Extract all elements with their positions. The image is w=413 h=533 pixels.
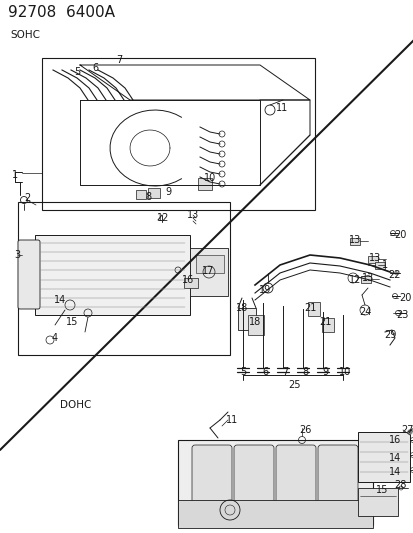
- Text: 11: 11: [225, 415, 237, 425]
- Text: 18: 18: [248, 317, 261, 327]
- Text: 19: 19: [258, 285, 271, 295]
- Bar: [147, 188, 159, 198]
- FancyBboxPatch shape: [275, 445, 315, 521]
- Text: 12: 12: [348, 275, 360, 285]
- Text: 7: 7: [116, 55, 122, 65]
- Bar: [183, 278, 197, 288]
- Bar: [190, 248, 228, 296]
- Bar: [349, 238, 359, 245]
- Text: 13: 13: [361, 273, 373, 283]
- Circle shape: [393, 271, 397, 275]
- Bar: [321, 318, 333, 332]
- Text: 13: 13: [368, 253, 380, 263]
- Text: 17: 17: [201, 266, 214, 276]
- Text: 6: 6: [261, 367, 267, 377]
- Text: 8: 8: [145, 192, 151, 202]
- Text: 11: 11: [275, 103, 287, 113]
- Text: 2: 2: [24, 193, 30, 203]
- Text: 25: 25: [288, 380, 301, 390]
- Bar: [374, 262, 384, 269]
- FancyBboxPatch shape: [233, 445, 273, 521]
- FancyBboxPatch shape: [192, 445, 231, 521]
- Bar: [237, 308, 255, 330]
- Text: 22: 22: [388, 270, 400, 280]
- Text: 15: 15: [66, 317, 78, 327]
- Text: 92708  6400A: 92708 6400A: [8, 5, 115, 20]
- Text: 26: 26: [298, 425, 311, 435]
- Text: 21: 21: [303, 303, 316, 313]
- Bar: [18, 202, 230, 355]
- Text: 3: 3: [14, 250, 20, 260]
- Text: 5: 5: [74, 67, 80, 77]
- Bar: [195, 255, 223, 273]
- Bar: [178, 440, 372, 525]
- Text: 13: 13: [348, 235, 360, 245]
- Text: 5: 5: [239, 367, 246, 377]
- Text: 28: 28: [393, 480, 405, 490]
- Text: 4: 4: [52, 333, 58, 343]
- Text: 29: 29: [383, 330, 395, 340]
- Text: 14: 14: [388, 453, 400, 463]
- Text: 13: 13: [186, 210, 199, 220]
- FancyBboxPatch shape: [317, 445, 357, 521]
- Text: 10: 10: [203, 173, 216, 183]
- Bar: [178, 500, 372, 528]
- Text: 7: 7: [281, 367, 287, 377]
- Text: 21: 21: [318, 317, 330, 327]
- Text: 6: 6: [92, 63, 98, 73]
- Text: 15: 15: [375, 485, 387, 495]
- Text: 9: 9: [164, 187, 171, 197]
- Text: 14: 14: [388, 467, 400, 477]
- Text: 12: 12: [157, 213, 169, 223]
- Bar: [360, 276, 370, 283]
- Text: 20: 20: [393, 230, 405, 240]
- Text: 8: 8: [301, 367, 307, 377]
- Text: 16: 16: [181, 275, 194, 285]
- Text: 10: 10: [338, 367, 350, 377]
- Bar: [357, 432, 409, 482]
- Text: 16: 16: [388, 435, 400, 445]
- Circle shape: [407, 430, 411, 434]
- Bar: [197, 178, 211, 190]
- Text: DOHC: DOHC: [60, 400, 91, 410]
- Text: 14: 14: [54, 295, 66, 305]
- Bar: [357, 488, 397, 516]
- Text: SOHC: SOHC: [10, 30, 40, 40]
- Bar: [136, 190, 146, 199]
- Text: 1: 1: [381, 260, 387, 270]
- Bar: [247, 315, 263, 335]
- Bar: [307, 302, 319, 316]
- Text: 23: 23: [395, 310, 407, 320]
- Text: 1: 1: [12, 170, 18, 180]
- Bar: [42, 58, 314, 210]
- Text: 27: 27: [401, 425, 413, 435]
- Bar: [35, 235, 190, 315]
- Text: 18: 18: [235, 303, 247, 313]
- Text: 9: 9: [321, 367, 327, 377]
- FancyBboxPatch shape: [18, 240, 40, 309]
- Text: 24: 24: [358, 307, 370, 317]
- Bar: [367, 256, 377, 263]
- Text: 20: 20: [398, 293, 410, 303]
